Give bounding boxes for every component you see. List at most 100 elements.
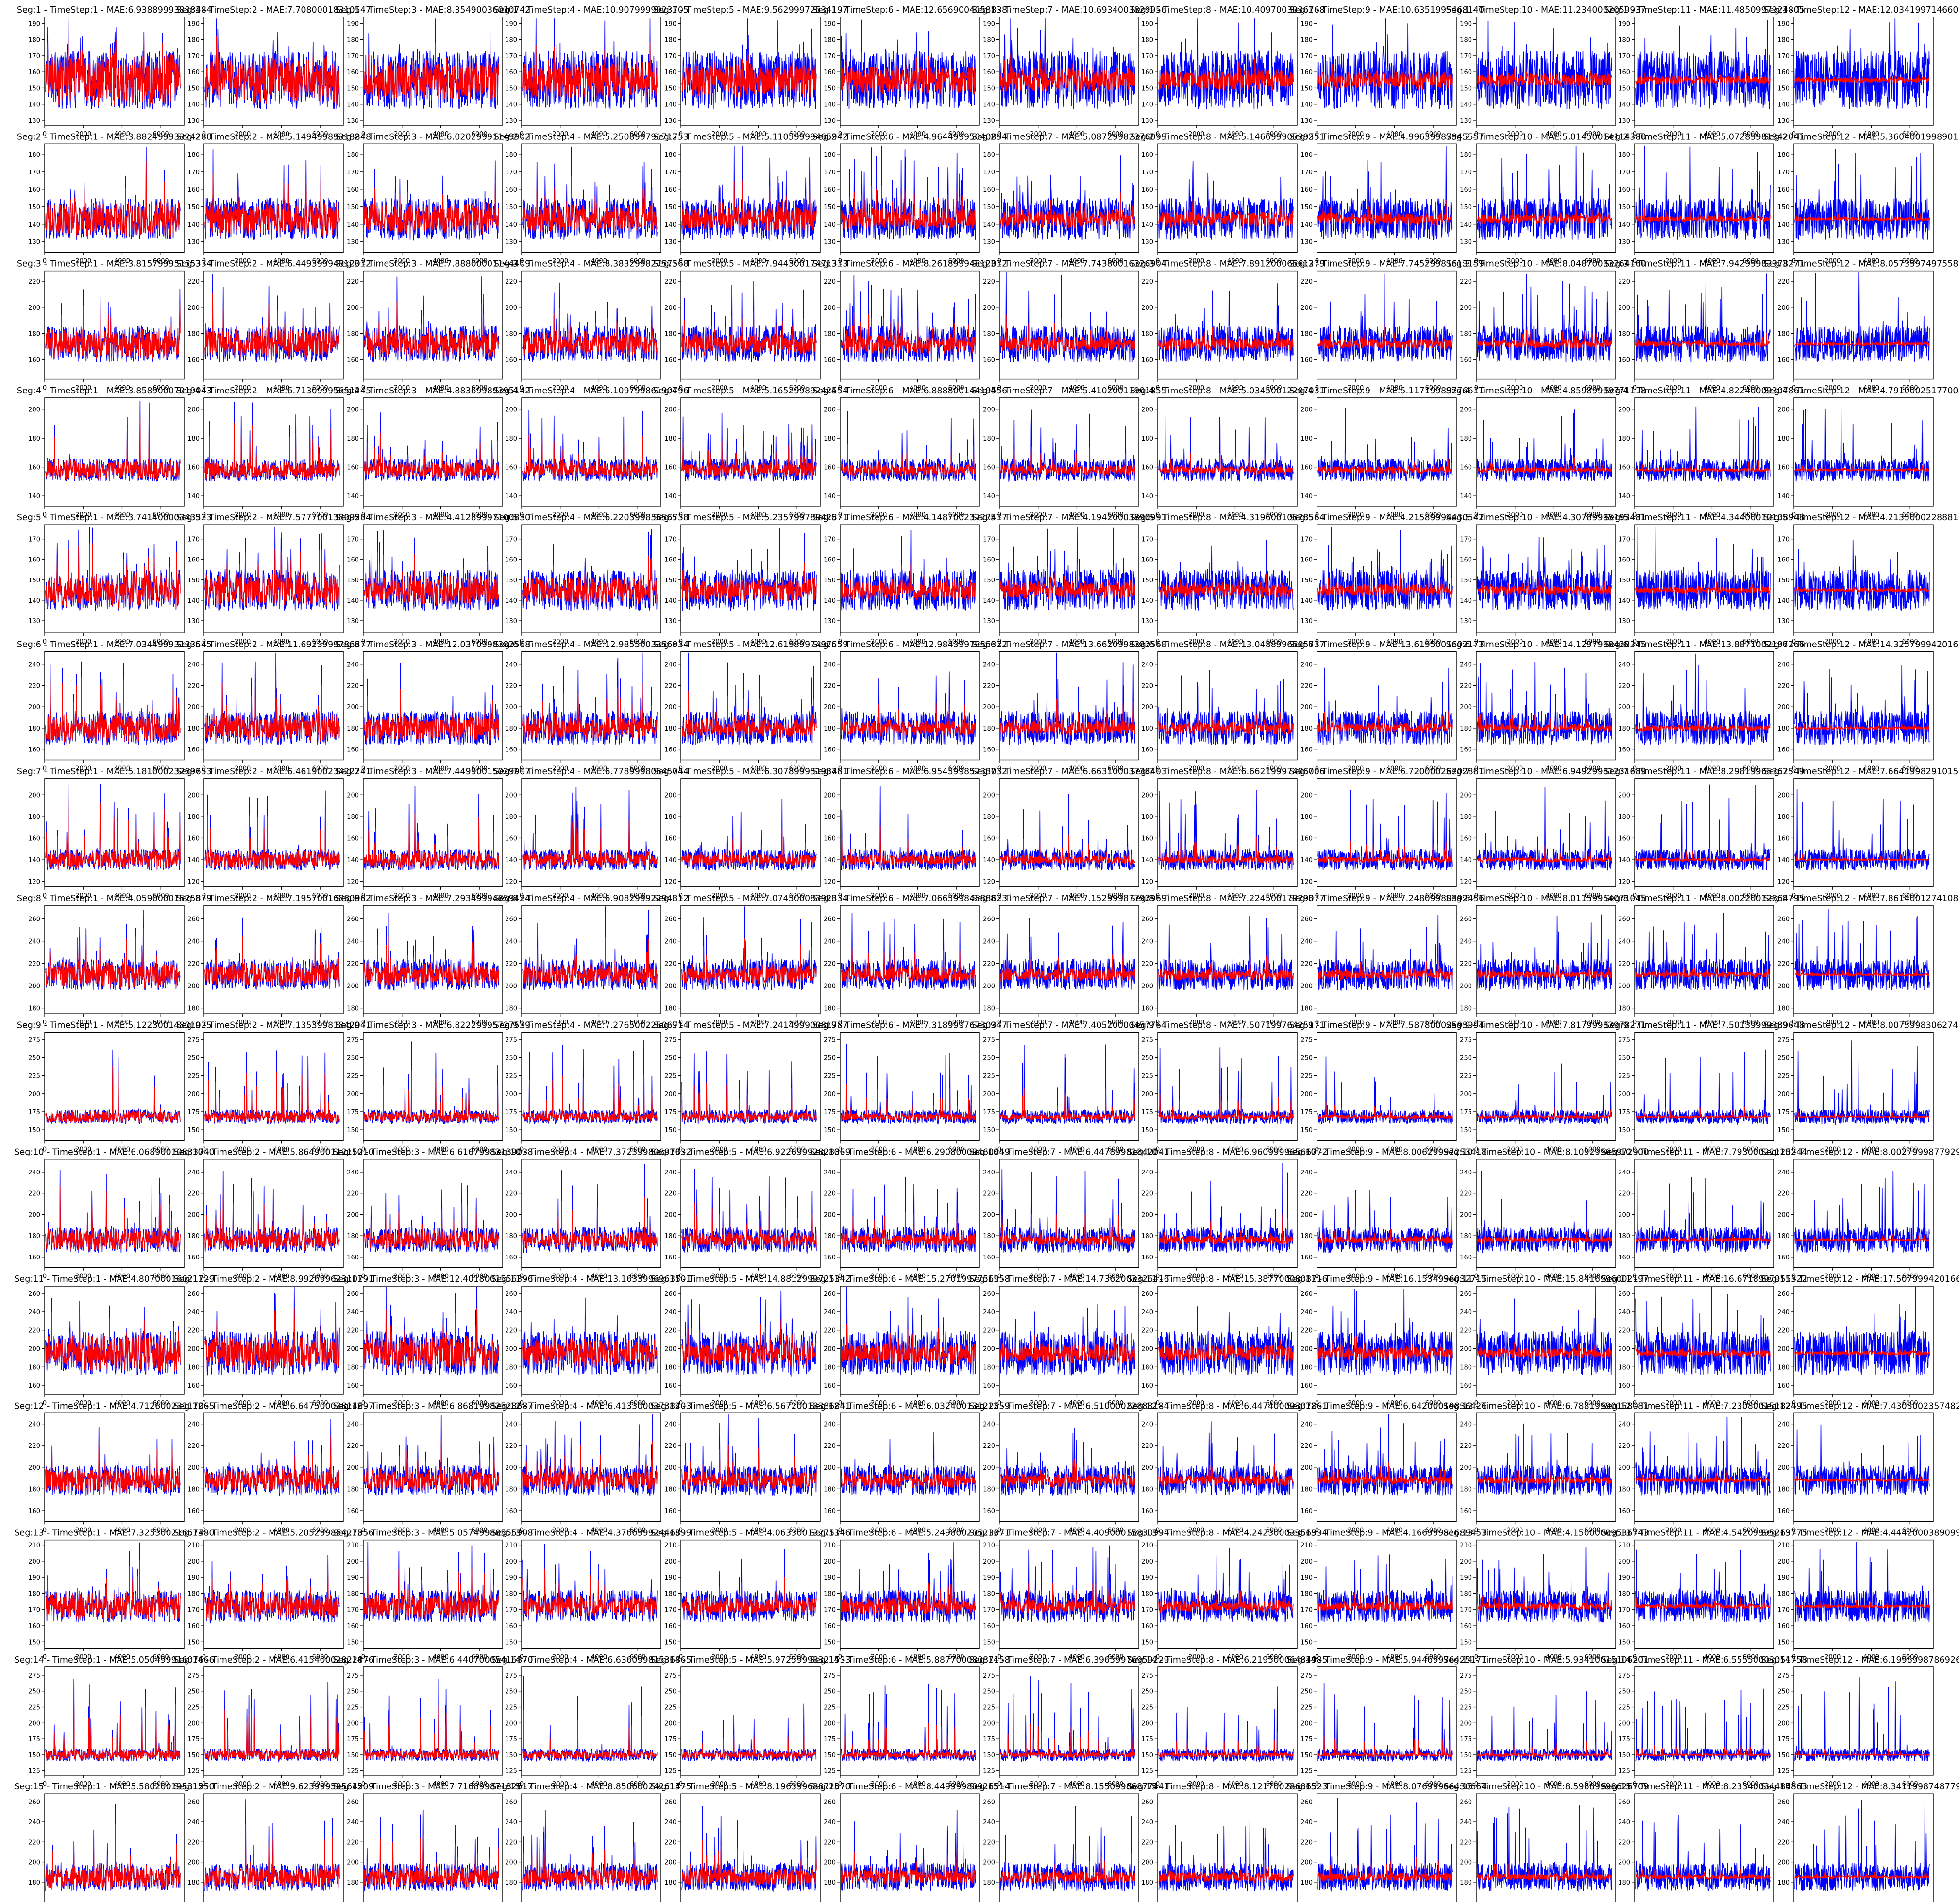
x-tick-label: 2000	[1188, 131, 1204, 138]
y-tick-label: 180	[664, 1590, 676, 1598]
x-tick-label: 4000	[1386, 765, 1402, 773]
y-tick-label: 240	[1618, 1819, 1630, 1826]
y-tick-label: 200	[824, 704, 836, 711]
y-tick-label: 150	[664, 1127, 676, 1134]
y-tick-label: 180	[1141, 152, 1153, 159]
subplot-title: Seg:3 - TimeStep:6 - MAE:8.2618999481201…	[812, 259, 1007, 269]
series-predicted-seg6-t8	[1158, 708, 1294, 736]
x-tick-label: 2000	[394, 385, 410, 392]
series-predicted-seg6-t1	[45, 676, 181, 743]
series-predicted-seg3-t1	[45, 304, 181, 360]
x-tick-label: 2000	[711, 131, 727, 138]
y-tick-label: 220	[1460, 1190, 1472, 1198]
y-tick-label: 160	[347, 1508, 359, 1515]
x-tick-label: 6000	[312, 511, 328, 519]
y-tick-label: 190	[824, 20, 836, 28]
y-tick-label: 170	[664, 169, 676, 176]
y-tick-label: 160	[1300, 557, 1313, 564]
x-tick-label: 2000	[1348, 511, 1364, 519]
y-tick-label: 150	[1141, 1127, 1153, 1134]
y-tick-label: 240	[1460, 1309, 1472, 1316]
y-tick-label: 275	[1460, 1037, 1472, 1044]
x-tick-label: 2000	[1030, 385, 1046, 392]
axes-frame	[44, 1032, 185, 1141]
x-tick-label: 2000	[1188, 511, 1204, 519]
y-tick-label: 180	[1141, 1005, 1153, 1013]
series-predicted-seg15-t1	[45, 1824, 181, 1890]
y-tick-label: 180	[28, 1879, 40, 1887]
series-predicted-seg6-t12	[1794, 722, 1930, 731]
subplot-seg1-t9: 0 2000 4000 6000130140150160170180190Seg:1 …	[1289, 5, 1484, 138]
y-tick-label: 220	[983, 682, 995, 690]
y-tick-label: 190	[664, 1574, 676, 1581]
axes-frame	[1157, 17, 1298, 126]
y-tick-label: 260	[1618, 1799, 1630, 1806]
y-tick-label: 170	[28, 53, 40, 60]
subplot-title: Seg:8 - TimeStep:12 - MAE:7.861400127410…	[1763, 894, 1959, 903]
y-tick-label: 170	[505, 536, 517, 544]
y-tick-label: 140	[505, 493, 517, 500]
series-predicted-seg2-t12	[1794, 213, 1930, 223]
series-actual-seg11-t8	[1158, 1306, 1294, 1377]
x-tick-label: 6000	[312, 385, 328, 392]
subplot-title: Seg:6 - TimeStep:12 - MAE:14.32579994201…	[1763, 640, 1959, 650]
y-tick-label: 130	[983, 118, 995, 125]
y-tick-label: 170	[187, 53, 200, 60]
subplot-title: Seg:5 - TimeStep:6 - MAE:4.1487002372741…	[812, 513, 1007, 523]
y-tick-label: 200	[1460, 305, 1472, 312]
y-tick-label: 225	[664, 1704, 676, 1712]
series-actual-seg14-t12	[1794, 1677, 1930, 1762]
y-tick-label: 130	[1618, 118, 1630, 125]
y-tick-label: 180	[1460, 1486, 1472, 1493]
series-actual-seg14-t4	[522, 1675, 658, 1763]
subplot-seg14-t8: 0 2000 4000 6000125150175200225250275Seg:14…	[1127, 1655, 1327, 1788]
y-tick-label: 240	[1460, 938, 1472, 946]
y-tick-label: 140	[1618, 221, 1630, 229]
y-tick-label: 170	[347, 1607, 359, 1614]
x-tick-label: 6000	[1743, 638, 1759, 646]
y-tick-label: 250	[505, 1688, 517, 1696]
y-tick-label: 160	[347, 357, 359, 364]
y-tick-label: 150	[1618, 1127, 1630, 1134]
x-tick-label: 2000	[1824, 638, 1841, 646]
axes-frame	[363, 143, 503, 253]
subplot-title: Seg:15 - TimeStep:12 - MAE:8.34119987487…	[1761, 1782, 1959, 1792]
y-tick-label: 210	[505, 1542, 517, 1549]
y-tick-label: 180	[983, 1364, 995, 1371]
y-tick-label: 240	[1777, 662, 1790, 669]
y-tick-label: 200	[1141, 792, 1153, 799]
y-tick-label: 240	[1777, 1819, 1790, 1826]
y-tick-label: 140	[347, 102, 359, 109]
y-tick-label: 250	[983, 1688, 995, 1696]
series-actual-seg11-t10	[1477, 1287, 1612, 1376]
subplot-seg14-t9: 0 2000 4000 6000125150175200225250275Seg:14…	[1286, 1655, 1486, 1788]
y-tick-label: 180	[28, 331, 40, 338]
y-tick-label: 240	[1141, 1309, 1153, 1316]
y-tick-label: 180	[664, 1233, 676, 1240]
y-tick-label: 180	[824, 1879, 836, 1887]
y-tick-label: 130	[983, 618, 995, 625]
y-tick-label: 150	[983, 85, 995, 92]
x-tick-label: 2000	[1348, 638, 1364, 646]
axes-frame	[1634, 1158, 1774, 1268]
y-tick-label: 200	[824, 305, 836, 312]
y-tick-label: 180	[28, 1486, 40, 1493]
y-tick-label: 200	[347, 1720, 359, 1727]
series-actual-seg13-t9	[1317, 1554, 1453, 1623]
y-tick-label: 150	[983, 577, 995, 584]
y-tick-label: 150	[347, 204, 359, 211]
y-tick-label: 240	[1618, 938, 1630, 946]
y-tick-label: 160	[1300, 464, 1313, 472]
y-tick-label: 160	[824, 464, 836, 472]
y-tick-label: 190	[983, 1574, 995, 1581]
y-tick-label: 275	[664, 1672, 676, 1680]
